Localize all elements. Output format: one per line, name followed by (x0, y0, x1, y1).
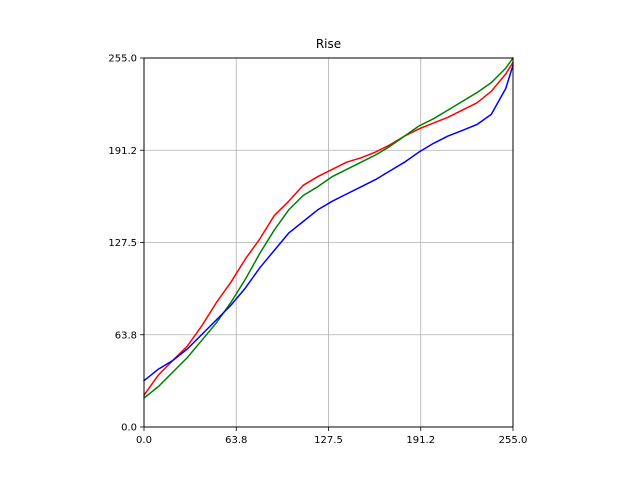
series-line-2 (143, 57, 514, 399)
chart-title: Rise (316, 37, 341, 51)
series-line-1 (143, 61, 514, 396)
series-line-3 (143, 64, 514, 382)
y-tick-label: 255.0 (108, 54, 137, 65)
tick-layer: 0.0 63.8 127.5 191.2 255.0 0.0 63.8 127.5 191.2 2… (108, 54, 527, 447)
y-tick-label: 63.8 (115, 330, 137, 341)
x-tick-label: 191.2 (406, 435, 435, 446)
series-layer (143, 57, 514, 399)
x-tick-label: 255.0 (499, 435, 528, 446)
y-tick-label: 191.2 (108, 146, 137, 157)
y-tick-label: 127.5 (108, 238, 137, 249)
x-tick-label: 63.8 (225, 435, 247, 446)
y-tick-label: 0.0 (121, 423, 137, 434)
x-tick-label: 127.5 (314, 435, 343, 446)
x-tick-label: 0.0 (136, 435, 152, 446)
